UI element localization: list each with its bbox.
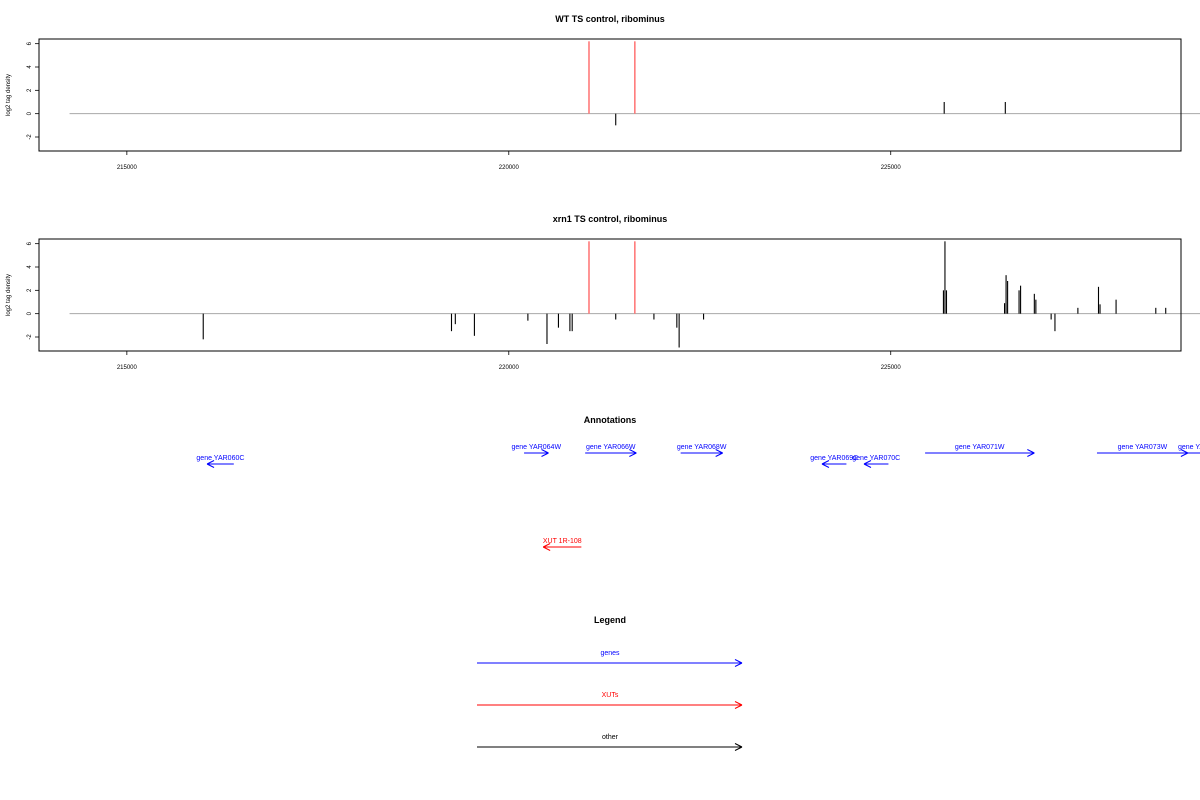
annotation-label: gene YAR064W xyxy=(512,444,562,451)
arrow-head xyxy=(734,701,743,706)
arrow-head xyxy=(206,460,215,465)
arrow-head xyxy=(734,746,743,751)
y-tick-label: 0 xyxy=(27,111,33,115)
x-tick-label: 225000 xyxy=(881,365,902,371)
y-tick-label: -2 xyxy=(27,134,33,140)
x-tick-label: 220000 xyxy=(499,165,520,171)
y-tick-label: 0 xyxy=(27,311,33,315)
arrow-head xyxy=(821,460,830,465)
arrow-head xyxy=(629,449,637,454)
annotation-genes: gene YAR064W xyxy=(512,444,562,457)
annotation-label: gene YAR075W xyxy=(1178,444,1200,451)
legend-item-other: other xyxy=(477,734,743,751)
arrow-head xyxy=(734,662,743,667)
arrow-head xyxy=(206,463,215,468)
x-tick-label: 225000 xyxy=(881,165,902,171)
y-tick-label: 4 xyxy=(27,265,33,269)
annotation-label: gene YAR070C xyxy=(852,455,900,462)
arrow-head xyxy=(1180,452,1189,457)
annotation-label: gene YAR066W xyxy=(586,444,636,451)
annotation-genes: gene YAR075W xyxy=(1178,444,1200,454)
annotation-label: gene YAR073W xyxy=(1118,444,1168,451)
legend-label: genes xyxy=(600,650,620,657)
y-axis-label: log2 tag density xyxy=(6,274,12,316)
x-tick-label: 215000 xyxy=(117,165,138,171)
arrow-head xyxy=(541,452,549,457)
y-tick-label: 6 xyxy=(27,41,33,45)
annotation-genes: gene YAR060C xyxy=(196,455,244,468)
y-tick-label: 6 xyxy=(27,241,33,245)
annotation-genes: gene YAR073W xyxy=(1096,444,1189,457)
plot-frame xyxy=(38,238,1182,352)
annotation-genes: gene YAR070C xyxy=(852,455,900,468)
legend-item-genes: genes xyxy=(477,650,743,667)
annotation-label: gene YAR069C xyxy=(810,455,858,462)
legend-title: Legend xyxy=(594,615,626,625)
arrow-head xyxy=(715,449,723,454)
arrow-head xyxy=(863,460,872,465)
arrow-head xyxy=(715,452,723,457)
plot-frame xyxy=(38,38,1182,152)
x-tick-label: 215000 xyxy=(117,365,138,371)
annotation-genes: gene YAR068W xyxy=(677,444,727,457)
annotations-title: Annotations xyxy=(584,415,637,425)
y-tick-label: 4 xyxy=(27,65,33,69)
arrow-head xyxy=(1027,452,1035,457)
y-axis-label: log2 tag density xyxy=(6,74,12,116)
y-tick-label: -2 xyxy=(27,334,33,340)
annotations-track: Annotations gene YAR060C gene YAR064W gene … xyxy=(196,415,1200,551)
annotation-label: gene YAR071W xyxy=(955,444,1005,451)
arrow-head xyxy=(1180,449,1189,454)
annotation-label: XUT 1R-108 xyxy=(543,538,582,545)
arrow-head xyxy=(1027,449,1035,454)
annotation-genes: gene YAR071W xyxy=(925,444,1035,457)
arrow-head xyxy=(734,743,743,748)
legend-label: other xyxy=(602,734,619,741)
arrow-head xyxy=(542,543,551,548)
annotation-label: gene YAR060C xyxy=(196,455,244,462)
annotation-genes: gene YAR069C xyxy=(810,455,858,468)
arrow-head xyxy=(821,463,830,468)
annotation-genes: gene YAR066W xyxy=(585,444,637,457)
arrow-head xyxy=(629,452,637,457)
legend: Legend genes XUTs other xyxy=(477,615,743,751)
legend-label: XUTs xyxy=(602,692,619,699)
annotation-xuts: XUT 1R-108 xyxy=(543,538,582,551)
y-tick-label: 2 xyxy=(27,288,33,292)
x-tick-label: 220000 xyxy=(499,365,520,371)
panel-title: xrn1 TS control, ribominus xyxy=(553,214,668,224)
arrow-head xyxy=(863,463,872,468)
panel-1: WT TS control, ribominus log2 tag density… xyxy=(6,14,1200,171)
arrow-head xyxy=(541,449,549,454)
arrow-head xyxy=(734,659,743,664)
annotation-label: gene YAR068W xyxy=(677,444,727,451)
panel-2: xrn1 TS control, ribominus log2 tag densi… xyxy=(6,214,1200,371)
legend-item-xuts: XUTs xyxy=(477,692,743,709)
y-tick-label: 2 xyxy=(27,88,33,92)
arrow-head xyxy=(542,546,551,551)
arrow-head xyxy=(734,704,743,709)
panel-title: WT TS control, ribominus xyxy=(555,14,665,24)
